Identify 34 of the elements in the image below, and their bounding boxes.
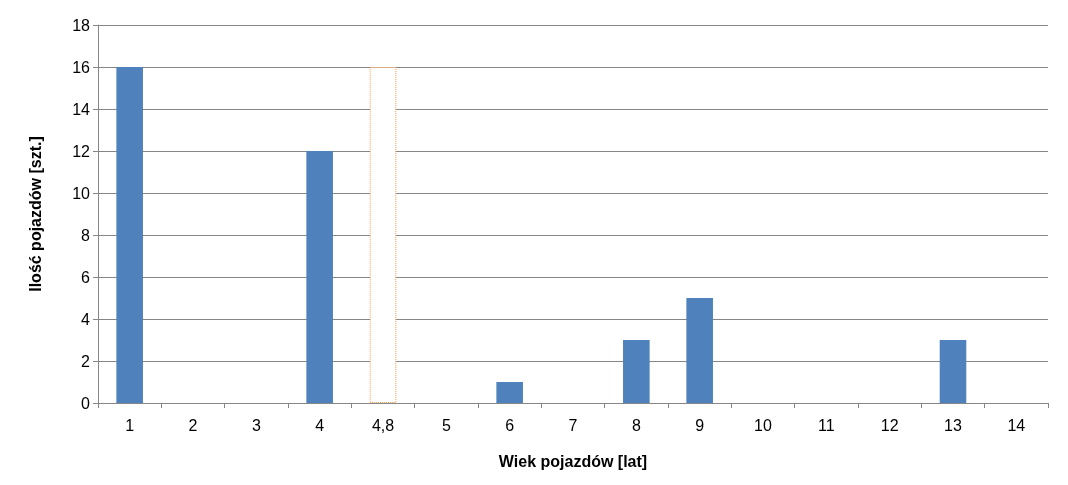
x-tick-label: 8: [631, 416, 641, 434]
y-tick-label: 8: [81, 226, 91, 244]
bar: [686, 298, 713, 403]
y-tick-label: 16: [72, 58, 91, 76]
x-tick-label: 13: [944, 416, 962, 434]
x-axis-title: Wiek pojazdów [lat]: [498, 452, 648, 470]
x-tick-label: 4,8: [371, 416, 395, 434]
y-tick-label: 10: [72, 184, 91, 202]
bar: [306, 151, 333, 403]
x-tick-label: 2: [188, 416, 198, 434]
bar: [623, 340, 650, 403]
y-tick-label: 4: [81, 310, 91, 328]
y-tick-label: 14: [72, 100, 91, 118]
y-tick-label: 2: [81, 352, 91, 370]
x-tick-label: 4: [315, 416, 325, 434]
y-tick-label: 12: [72, 142, 91, 160]
y-tick-label: 18: [72, 16, 91, 34]
bar: [496, 382, 523, 403]
y-axis-title: Ilość pojazdów [szt.]: [26, 136, 44, 292]
x-tick-label: 1: [125, 416, 135, 434]
x-tick-label: 7: [568, 416, 578, 434]
bar: [116, 67, 143, 403]
y-tick-label: 6: [81, 268, 91, 286]
x-tick-label: 12: [880, 416, 899, 434]
x-tick-label: 5: [441, 416, 451, 434]
x-tick-label: 6: [505, 416, 515, 434]
x-tick-label: 10: [754, 416, 772, 434]
x-tick-label: 14: [1007, 416, 1026, 434]
y-tick-label: 0: [81, 394, 91, 412]
x-tick-label: 11: [818, 416, 835, 434]
bar: [939, 340, 967, 403]
x-tick-label: 3: [251, 416, 261, 434]
x-tick-label: 9: [695, 416, 705, 434]
bar: [369, 67, 397, 403]
